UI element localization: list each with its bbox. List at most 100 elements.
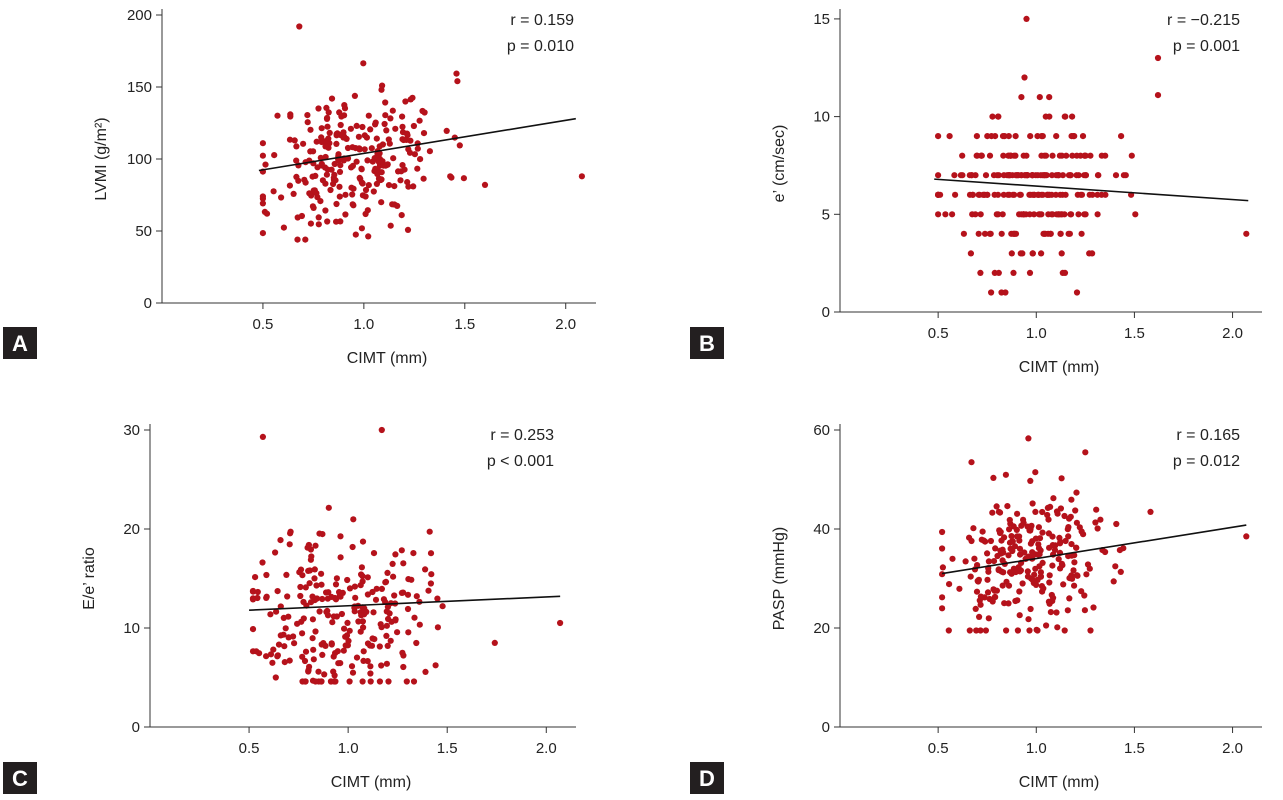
panel-c-data-point [358, 564, 365, 571]
panel-c-data-point [390, 573, 397, 580]
panel-d-points [939, 435, 1250, 634]
panel-c-data-point [311, 566, 318, 573]
panel-d-data-point [1094, 525, 1101, 532]
panel-c-data-point [432, 662, 439, 669]
panel-c-data-point [357, 582, 364, 589]
panel-c-data-point [389, 560, 396, 568]
panel-b-y-tick-label: 10 [813, 109, 830, 126]
panel-c-data-point [422, 668, 429, 676]
panel-b-data-point [1047, 230, 1054, 237]
panel-c-data-point [337, 533, 344, 540]
panel-c-data-point [380, 596, 387, 603]
panel-c-data-point [411, 614, 418, 621]
panel-d-data-point [973, 588, 981, 595]
panel-c-data-point [297, 583, 304, 591]
panel-b-data-point [1094, 191, 1101, 198]
panel-c-data-point [299, 653, 306, 660]
panel-c-data-point [263, 653, 270, 660]
panel-c-data-point [337, 660, 344, 667]
panel-c-data-point [413, 593, 420, 600]
panel-a-data-point [385, 136, 392, 143]
panel-a-data-point [362, 193, 369, 200]
panel-c-data-point [318, 570, 325, 577]
panel-d-data-point [1071, 582, 1078, 589]
panel-d-data-point [1014, 627, 1022, 634]
panel-d-data-point [939, 594, 946, 601]
panel-d-data-point [1071, 552, 1078, 559]
panel-d: 0 20 40 60 0.5 1.0 1.5 2.0 CIMT (mm) PASP (mmHg… [690, 422, 1262, 794]
panel-a-data-point [324, 114, 331, 122]
panel-b-data-point [993, 211, 1000, 218]
panel-c-data-point [263, 594, 270, 602]
panel-c-data-point [378, 662, 385, 669]
panel-b-data-point [935, 133, 942, 140]
panel-a-data-point [337, 121, 344, 129]
panel-c-data-point [352, 594, 359, 601]
panel-c-data-point [364, 591, 371, 598]
panel-a-data-point [373, 180, 380, 187]
panel-b-data-point [999, 211, 1006, 218]
panel-b-data-point [1079, 133, 1087, 140]
panel-d-data-point [972, 605, 979, 613]
panel-a-data-point [407, 96, 414, 103]
panel-a-data-point [290, 190, 297, 197]
panel-a-data-point [381, 120, 388, 128]
panel-d-data-point [1097, 516, 1104, 523]
panel-b-data-point [1048, 172, 1056, 179]
panel-a-data-point [361, 146, 368, 153]
panel-a-data-point [353, 122, 360, 129]
panel-a-data-point [420, 175, 427, 182]
panel-d-data-point [1027, 477, 1034, 484]
panel-b-data-point [946, 133, 953, 140]
panel-c-y-tick-label: 20 [123, 521, 140, 538]
panel-b-data-point [937, 191, 944, 198]
panel-c-data-point [369, 588, 376, 596]
panel-b-data-point [1049, 152, 1056, 159]
panel-b-data-point [995, 269, 1002, 276]
panel-b-data-point [981, 230, 989, 237]
panel-a-data-point [399, 113, 406, 120]
panel-d-data-point [966, 627, 973, 634]
panel-d-data-point [1036, 563, 1043, 570]
panel-a-data-point [379, 82, 386, 89]
panel-c-data-point [272, 674, 279, 681]
panel-d-data-point [1016, 545, 1024, 552]
panel-d-axes: 0 20 40 60 0.5 1.0 1.5 2.0 [813, 422, 1262, 757]
panel-c-data-point [387, 637, 394, 644]
panel-b-data-point [988, 289, 995, 296]
panel-a-data-point [378, 199, 385, 206]
panel-a-x-tick-label: 1.0 [353, 316, 374, 333]
panel-a-data-point [318, 162, 325, 169]
panel-d-data-point [939, 605, 946, 612]
panel-a-data-point [377, 176, 384, 184]
panel-c-y-axis-label: E/e’ ratio [81, 547, 98, 610]
panel-b-data-point [973, 133, 981, 140]
panel-a-data-point [391, 183, 398, 190]
panel-a-data-point [291, 137, 298, 144]
panel-d-data-point [1081, 592, 1088, 599]
panel-a-data-point [296, 23, 303, 30]
panel-b-data-point [1011, 230, 1018, 237]
panel-a-data-point [349, 201, 356, 208]
panel-c-data-point [383, 622, 390, 629]
panel-d-data-point [1057, 538, 1064, 545]
panel-d-data-point [1078, 588, 1085, 595]
panel-d-data-point [977, 627, 984, 634]
panel-c-data-point [300, 598, 307, 606]
panel-d-data-point [1027, 525, 1034, 532]
panel-d-data-point [939, 571, 946, 578]
panel-a-data-point [364, 157, 371, 164]
panel-c-data-point [377, 621, 384, 628]
panel-d-data-point [1016, 568, 1024, 575]
panel-c-data-point [349, 669, 357, 676]
panel-c-data-point [413, 639, 420, 647]
panel-d-data-point [1008, 533, 1015, 540]
panel-c-data-point [491, 639, 498, 647]
panel-c-data-point [344, 642, 351, 649]
panel-b-data-point [999, 133, 1007, 140]
panel-c-data-point [299, 572, 306, 579]
panel-a-data-point [370, 188, 377, 195]
panel-d-data-point [970, 525, 977, 532]
panel-b-x-tick-label: 0.5 [928, 325, 949, 342]
panel-d-data-point [1021, 549, 1028, 556]
